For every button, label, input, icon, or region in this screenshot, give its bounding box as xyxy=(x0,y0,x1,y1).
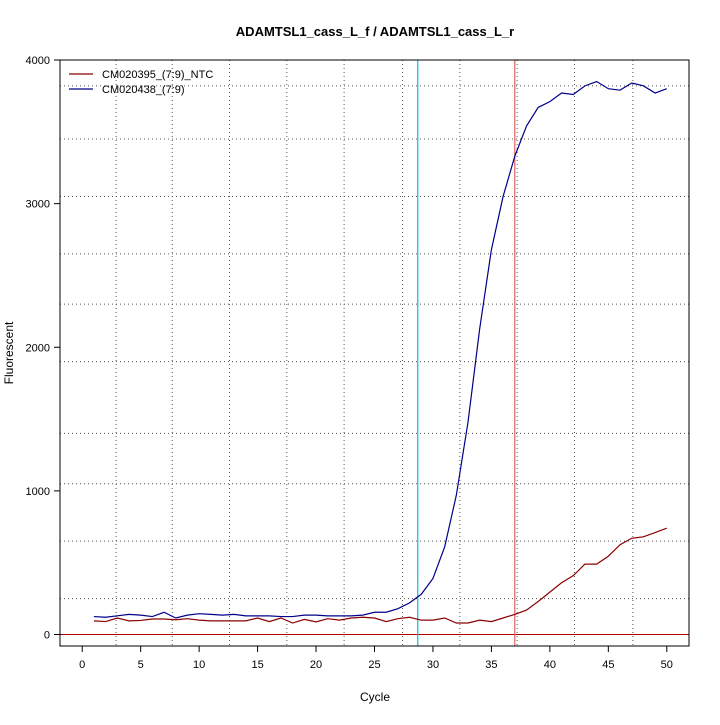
series-lines xyxy=(93,80,667,624)
x-tick-label: 40 xyxy=(544,659,556,671)
x-tick-label: 35 xyxy=(485,659,497,671)
x-tick-label: 15 xyxy=(251,659,263,671)
x-tick-label: 30 xyxy=(427,659,439,671)
y-tick-label: 0 xyxy=(44,630,50,642)
x-tick-label: 25 xyxy=(368,659,380,671)
x-tick-label: 10 xyxy=(193,659,205,671)
series-line-2 xyxy=(93,80,667,619)
y-tick-label: 2000 xyxy=(26,342,50,354)
x-tick-label: 5 xyxy=(138,659,144,671)
x-tick-label: 50 xyxy=(661,659,673,671)
x-axis-label: Cycle xyxy=(360,690,390,704)
x-tick-label: 0 xyxy=(79,659,85,671)
y-axis-label: Fluorescent xyxy=(2,321,16,384)
chart-title: ADAMTSL1_cass_L_f / ADAMTSL1_cass_L_r xyxy=(236,24,514,39)
x-tick-label: 20 xyxy=(310,659,322,671)
legend-label: CM020438_(7:9) xyxy=(102,84,185,96)
legend-label: CM020395_(7:9)_NTC xyxy=(102,69,213,81)
y-tick-label: 4000 xyxy=(26,55,50,67)
y-tick-label: 3000 xyxy=(26,199,50,211)
axes: 0 5 10 15 20 25 30 35 40 45 50 0 1000 2000 3000 4000 xyxy=(26,55,673,671)
series-line-1 xyxy=(93,527,667,624)
legend: CM020395_(7:9)_NTC CM020438_(7:9) xyxy=(69,69,213,96)
x-tick-label: 45 xyxy=(602,659,614,671)
y-tick-label: 1000 xyxy=(26,486,50,498)
